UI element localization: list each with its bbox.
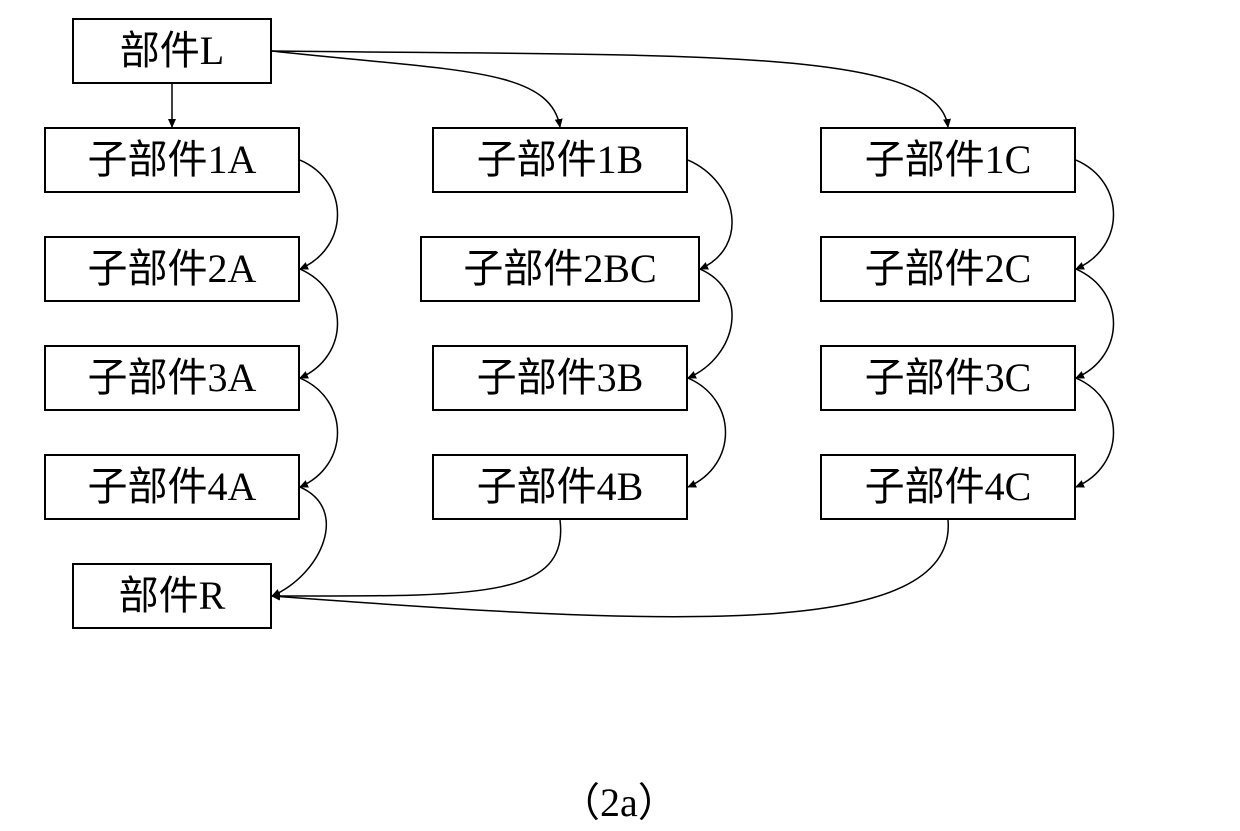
node-4B: 子部件4B bbox=[432, 454, 688, 520]
edge-1C-to-2C bbox=[1076, 160, 1114, 269]
node-1B: 子部件1B bbox=[432, 127, 688, 193]
edge-1A-to-2A bbox=[300, 160, 338, 269]
node-2BC: 子部件2BC bbox=[420, 236, 700, 302]
node-label: 子部件3A bbox=[88, 358, 257, 398]
node-label: 子部件1B bbox=[477, 140, 644, 180]
node-label: 子部件3B bbox=[477, 358, 644, 398]
node-3A: 子部件3A bbox=[44, 345, 300, 411]
edge-3B-to-4B bbox=[688, 378, 726, 487]
node-L: 部件L bbox=[72, 18, 272, 84]
node-label: 部件L bbox=[120, 31, 224, 71]
edge-L-to-1C bbox=[272, 51, 948, 127]
node-1C: 子部件1C bbox=[820, 127, 1076, 193]
node-3C: 子部件3C bbox=[820, 345, 1076, 411]
figure-caption: （2a） bbox=[560, 770, 678, 828]
node-4A: 子部件4A bbox=[44, 454, 300, 520]
node-label: 子部件1C bbox=[865, 140, 1032, 180]
node-label: 子部件2C bbox=[865, 249, 1032, 289]
node-3B: 子部件3B bbox=[432, 345, 688, 411]
node-4C: 子部件4C bbox=[820, 454, 1076, 520]
edge-4C-to-R bbox=[272, 520, 948, 617]
edge-L-to-1B bbox=[272, 51, 560, 127]
node-1A: 子部件1A bbox=[44, 127, 300, 193]
node-label: 子部件2BC bbox=[463, 249, 656, 289]
node-label: 子部件4C bbox=[865, 467, 1032, 507]
edges-layer bbox=[0, 0, 1240, 831]
node-label: 子部件3C bbox=[865, 358, 1032, 398]
node-label: 子部件2A bbox=[88, 249, 257, 289]
node-label: 部件R bbox=[119, 576, 226, 616]
node-label: 子部件4B bbox=[477, 467, 644, 507]
edge-3C-to-4C bbox=[1076, 378, 1114, 487]
node-2A: 子部件2A bbox=[44, 236, 300, 302]
diagram-canvas: 部件L 子部件1A 子部件2A 子部件3A 子部件4A 部件R 子部件1B 子部件2BC 子部件… bbox=[0, 0, 1240, 831]
node-R: 部件R bbox=[72, 563, 272, 629]
edge-4B-to-R bbox=[272, 520, 561, 596]
edge-2C-to-3C bbox=[1076, 269, 1114, 378]
node-2C: 子部件2C bbox=[820, 236, 1076, 302]
edge-2A-to-3A bbox=[300, 269, 338, 378]
edge-3A-to-4A bbox=[300, 378, 338, 487]
node-label: 子部件1A bbox=[88, 140, 257, 180]
node-label: 子部件4A bbox=[88, 467, 257, 507]
